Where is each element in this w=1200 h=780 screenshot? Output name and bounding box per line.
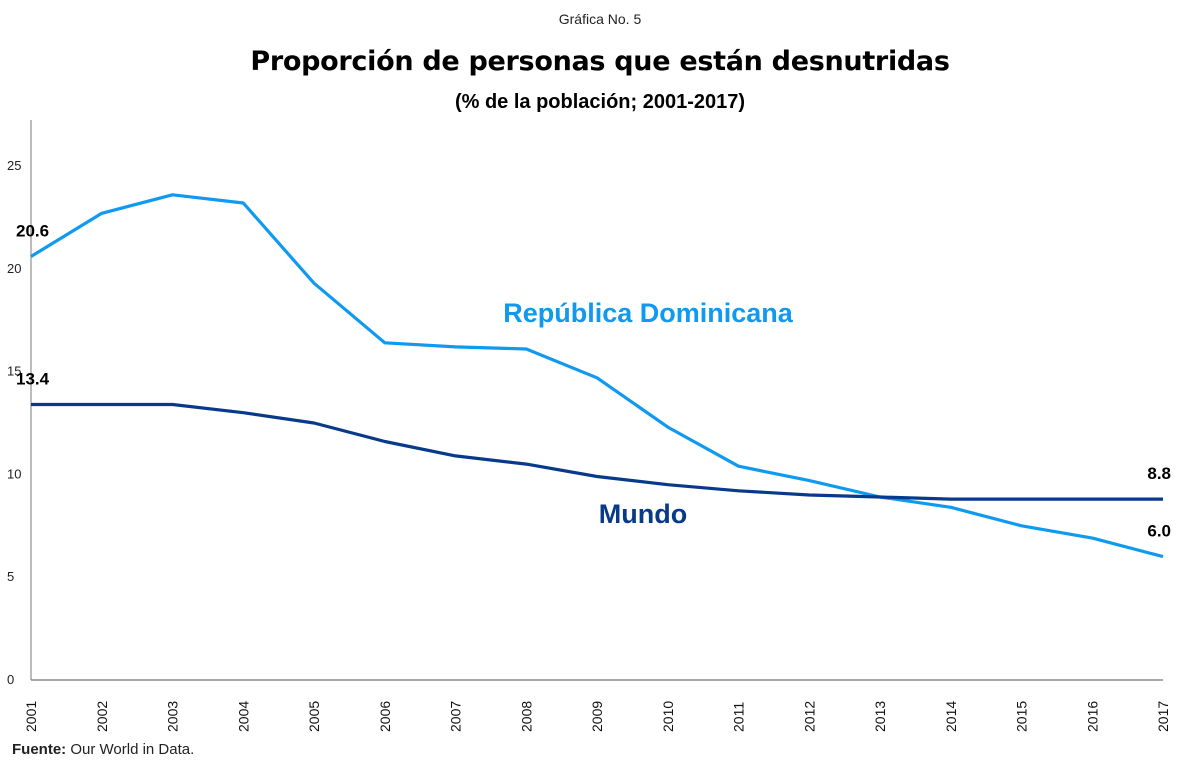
x-tick-label: 2005 [306, 701, 322, 732]
source-label: Fuente: [12, 741, 67, 758]
data-label: 6.0 [1147, 522, 1171, 541]
y-tick-label: 10 [7, 466, 21, 481]
data-label: 8.8 [1147, 464, 1171, 483]
series-label-republica-dominicana: República Dominicana [503, 298, 794, 328]
x-tick-label: 2010 [660, 701, 676, 732]
x-tick-label: 2014 [943, 701, 959, 732]
series-lines [30, 193, 1164, 559]
chart-caption: Gráfica No. 5 [558, 11, 642, 27]
x-tick-label: 2011 [731, 702, 747, 732]
y-tick-label: 15 [7, 364, 21, 379]
x-tick-label: 2004 [235, 701, 251, 732]
x-tick-label: 2003 [165, 701, 181, 732]
x-tick-label: 2017 [1155, 701, 1171, 732]
x-tick-label: 2015 [1014, 701, 1030, 732]
y-tick-label: 5 [7, 569, 14, 584]
chart-subtitle: (% de la población; 2001-2017) [454, 91, 746, 113]
x-tick-label: 2002 [94, 701, 110, 732]
chart-title: Proporción de personas que están desnutr… [250, 46, 950, 77]
x-tick-label: 2009 [589, 701, 605, 732]
source-note: Fuente: Our World in Data. [12, 741, 194, 758]
y-tick-label: 0 [7, 672, 14, 687]
y-tick-label: 25 [7, 158, 21, 173]
y-tick-label: 20 [7, 261, 21, 276]
series-label-mundo: Mundo [599, 499, 687, 529]
x-tick-label: 2001 [23, 701, 39, 732]
x-tick-label: 2013 [872, 701, 888, 732]
data-labels: 20.6 13.4 8.8 6.0 [16, 221, 1171, 540]
x-tick-label: 2007 [448, 701, 464, 732]
source-text: Our World in Data. [66, 741, 195, 758]
data-label: 20.6 [16, 221, 49, 240]
series-line-dr [30, 193, 1164, 559]
x-tick-label: 2008 [518, 701, 534, 732]
x-tick-label: 2006 [377, 701, 393, 732]
y-axis-ticks: 0 5 10 15 20 25 [7, 158, 21, 687]
x-tick-label: 2016 [1084, 701, 1100, 732]
data-label: 13.4 [16, 369, 50, 388]
x-axis-ticks: 2001 2002 2003 2004 2005 2006 2007 2008 2009 2010… [23, 701, 1171, 732]
x-tick-label: 2012 [801, 701, 817, 732]
series-line-world [31, 402, 1163, 501]
